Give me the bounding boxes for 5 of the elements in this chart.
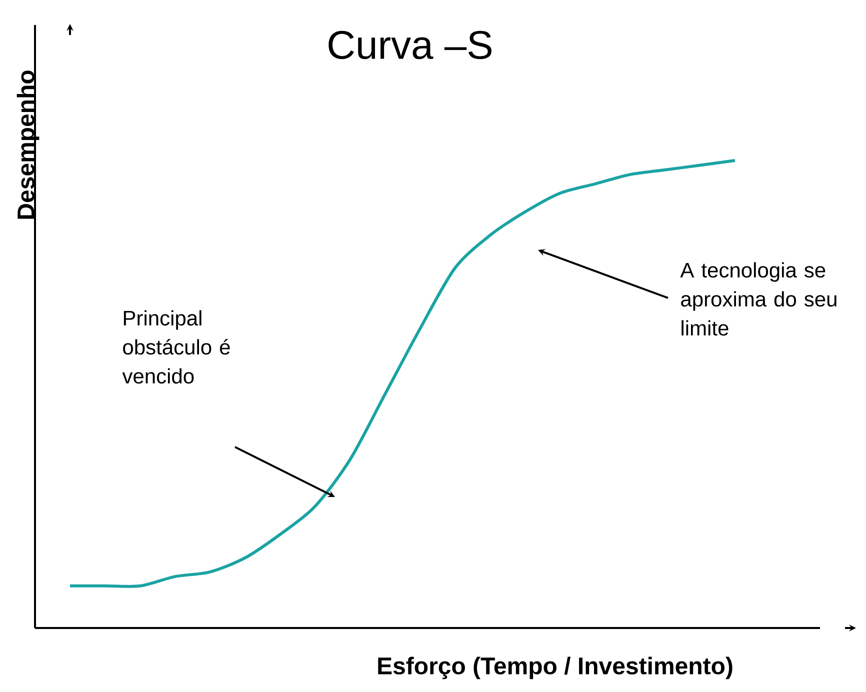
y-axis-title: Desempenho xyxy=(16,70,40,219)
x-axis-title: Esforço (Tempo / Investimento) xyxy=(378,656,732,680)
annotation: Principal obstáculo é vencido xyxy=(122,310,230,384)
chart-title: Curva –S xyxy=(328,30,492,60)
annotation: A tecnologia se aproxima do seu limite xyxy=(680,262,836,336)
